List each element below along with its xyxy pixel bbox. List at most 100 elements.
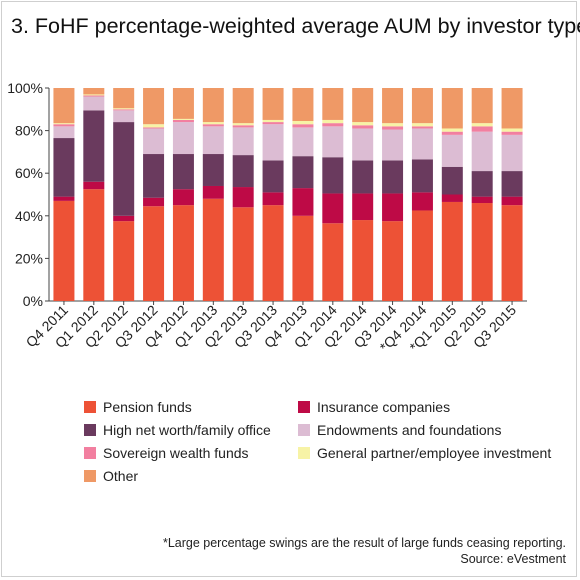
bar-segment — [172, 119, 194, 123]
bar-segment — [471, 126, 493, 132]
bar-segment — [53, 200, 75, 301]
bar-segment — [352, 125, 374, 129]
bar-segment — [471, 131, 493, 172]
bar-segment — [471, 123, 493, 127]
source-text: Source: eVestment — [460, 552, 566, 566]
bar-segment — [382, 193, 404, 222]
legend-entry: General partner/employee investment — [298, 444, 558, 461]
bar-segment — [441, 134, 463, 167]
legend-swatch — [298, 446, 310, 459]
bar-segment — [441, 128, 463, 132]
bar-segment — [352, 220, 374, 301]
bar-segment — [202, 154, 224, 186]
bar-segment — [292, 188, 314, 216]
bar-segment — [441, 131, 463, 135]
bar-segment — [202, 88, 224, 123]
bar-segment — [143, 127, 165, 129]
y-tick-label: 80% — [15, 123, 43, 139]
bar-segment — [262, 119, 284, 123]
bar-segment — [83, 94, 105, 96]
bar-segment — [202, 122, 224, 125]
y-tick-label: 0% — [23, 293, 43, 309]
bar-segment — [202, 198, 224, 301]
bar-segment — [501, 128, 523, 132]
bar-segment — [411, 123, 433, 127]
bar-segment — [113, 221, 135, 301]
bar-segment — [352, 160, 374, 194]
bar-segment — [501, 205, 523, 301]
bar-segment — [143, 88, 165, 125]
bar-segment — [113, 109, 135, 111]
legend-entry: Endowments and foundations — [298, 421, 558, 438]
bar-segment — [83, 95, 105, 97]
bar-segment — [113, 215, 135, 222]
bar-segment — [262, 192, 284, 206]
bar-segment — [83, 110, 105, 182]
bar-segment — [262, 205, 284, 301]
chart-footnote: *Large percentage swings are the result … — [163, 535, 566, 567]
bar-segment — [322, 126, 344, 158]
bar-segment — [411, 88, 433, 124]
bar-segment — [322, 88, 344, 120]
bar-segment — [471, 203, 493, 301]
bar-segment — [411, 210, 433, 301]
bar-segment — [143, 206, 165, 301]
chart-legend: Pension funds Insurance companies High net… — [84, 398, 564, 484]
bar-segment — [292, 127, 314, 157]
bar-segment — [113, 110, 135, 123]
bar-segment — [322, 223, 344, 301]
legend-label: High net worth/family office — [103, 421, 271, 438]
bar-segment — [172, 154, 194, 190]
bar-segment — [292, 121, 314, 125]
bar-segment — [232, 187, 254, 208]
bar-segment — [382, 160, 404, 194]
legend-swatch — [84, 400, 96, 413]
bar-segment — [113, 88, 135, 109]
legend-entry: Other — [84, 467, 298, 484]
bar-segment — [83, 96, 105, 111]
bar-segment — [322, 157, 344, 194]
y-tick-label: 40% — [15, 208, 43, 224]
bar-segment — [322, 193, 344, 224]
y-tick-label: 60% — [15, 165, 43, 181]
bar-segment — [113, 122, 135, 216]
bar-segment — [172, 205, 194, 301]
legend-label: Pension funds — [103, 398, 192, 415]
legend-label: Endowments and foundations — [317, 421, 502, 438]
bar-segment — [262, 88, 284, 120]
bar-segment — [172, 189, 194, 206]
bar-segment — [202, 185, 224, 199]
bar-segment — [411, 192, 433, 211]
bar-segment — [322, 119, 344, 124]
bar-segment — [352, 88, 374, 123]
bar-segment — [172, 122, 194, 155]
bar-segment — [382, 88, 404, 124]
bar-segment — [501, 88, 523, 129]
legend-label: Other — [103, 467, 139, 484]
bar-segment — [83, 181, 105, 190]
bar-segment — [232, 155, 254, 188]
bar-segment — [202, 124, 224, 127]
bar-segment — [471, 196, 493, 204]
bar-segment — [83, 88, 105, 95]
bar-segment — [352, 122, 374, 126]
legend-entry: Insurance companies — [298, 398, 558, 415]
bar-segment — [53, 124, 75, 127]
legend-swatch — [298, 423, 310, 436]
y-tick-label: 100% — [7, 80, 43, 96]
bar-segment — [411, 126, 433, 129]
bar-segment — [501, 131, 523, 135]
legend-label: Sovereign wealth funds — [103, 444, 249, 461]
bar-segment — [53, 88, 75, 124]
bar-segment — [411, 128, 433, 160]
bar-segment — [143, 128, 165, 155]
legend-label: Insurance companies — [317, 398, 451, 415]
bar-segment — [232, 207, 254, 301]
legend-entry: Sovereign wealth funds — [84, 444, 298, 461]
bar-segment — [501, 196, 523, 206]
bar-segment — [143, 197, 165, 207]
bar-segment — [53, 123, 75, 125]
bar-segment — [382, 123, 404, 127]
y-tick-label: 20% — [15, 250, 43, 266]
